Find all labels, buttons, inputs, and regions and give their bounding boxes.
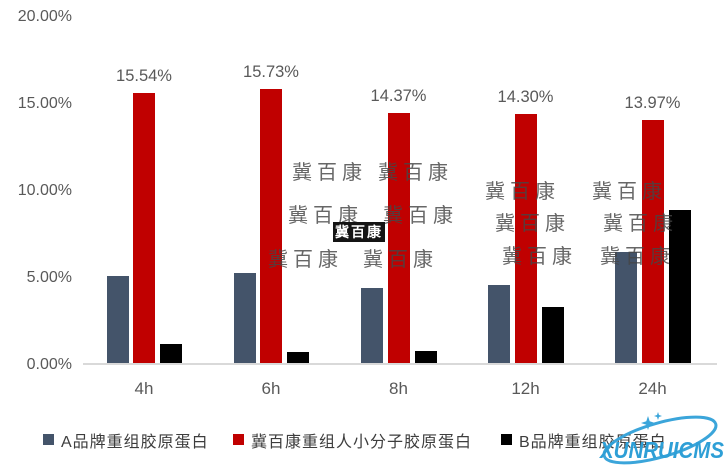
data-label-6h: 15.73% <box>243 63 299 82</box>
bar-jibaikang-6h <box>260 89 282 363</box>
x-axis-tick-label: 4h <box>134 379 154 398</box>
logo-text: XUNRUICMS <box>598 437 724 463</box>
brand-watermark-text: 冀百康 <box>378 162 453 184</box>
bar-b-brand-6h <box>287 351 309 363</box>
brand-watermark-text: 冀百康 <box>502 246 577 268</box>
bar-a-brand-24h <box>615 251 637 363</box>
brand-watermark-text: 冀百康 <box>383 205 458 227</box>
bar-jibaikang-12h <box>514 114 537 363</box>
bar-b-brand-4h <box>160 343 182 363</box>
data-label-4h: 15.54% <box>116 66 172 85</box>
legend-label: A品牌重组胶原蛋白 <box>61 434 209 451</box>
x-axis-tick-label: 6h <box>261 379 281 398</box>
brand-watermark-text: 冀百康 <box>495 213 570 235</box>
legend-marker-a-brand <box>43 433 54 445</box>
sparkle-icon <box>641 416 655 430</box>
y-axis-tick-label: 10.00% <box>17 182 72 199</box>
brand-watermark-text: 冀百康 <box>600 246 675 268</box>
data-label-8h: 14.37% <box>370 86 427 105</box>
bar-b-brand-12h <box>541 307 564 363</box>
brand-watermark-text: 冀百康 <box>485 181 560 203</box>
bar-b-brand-24h <box>668 209 691 363</box>
x-axis-line <box>83 363 717 365</box>
bar-jibaikang-4h <box>133 92 155 363</box>
bar-a-brand-12h <box>488 284 510 363</box>
bar-a-brand-8h <box>361 288 383 363</box>
legend-marker-jibaikang <box>233 433 244 445</box>
brand-watermark-text: 冀百康 <box>363 249 438 271</box>
bar-a-brand-6h <box>233 272 256 363</box>
brand-watermark-text: 冀百康 <box>292 162 367 184</box>
x-axis-tick-label: 12h <box>511 379 540 398</box>
x-axis-tick-label: 8h <box>389 379 408 398</box>
brand-watermark-text: 冀百康 <box>603 213 678 235</box>
bar-jibaikang-8h <box>387 112 410 363</box>
y-axis-tick-label: 20.00% <box>17 8 72 25</box>
brand-watermark-text: 冀百康 <box>268 249 343 271</box>
legend-marker-b-brand <box>501 433 512 445</box>
bar-jibaikang-24h <box>641 119 664 363</box>
data-label-12h: 14.30% <box>497 88 554 107</box>
xunruicms-watermark-logo: XUNRUICMS <box>598 412 725 465</box>
legend-label: 冀百康重组人小分子胶原蛋白 <box>251 434 473 451</box>
bar-b-brand-8h <box>414 350 437 363</box>
legend-item-jibaikang: 冀百康重组人小分子胶原蛋白 <box>233 428 472 451</box>
sparkle-icon-small <box>654 412 662 420</box>
watermark-badge: 冀百康 <box>333 222 385 242</box>
y-axis-tick-label: 15.00% <box>17 95 72 112</box>
data-label-24h: 13.97% <box>624 93 681 112</box>
logo-orbit-swoosh <box>602 415 718 465</box>
legend-item-a-brand: A品牌重组胶原蛋白 <box>43 428 209 451</box>
legend-item-b-brand: B品牌重组胶原蛋白 <box>501 428 667 451</box>
brand-watermark-text: 冀百康 <box>288 205 363 227</box>
x-axis-tick-label: 24h <box>638 379 667 398</box>
y-axis-tick-label: 0.00% <box>26 356 72 373</box>
bar-a-brand-4h <box>106 276 129 363</box>
brand-watermark-text: 冀百康 <box>592 181 667 203</box>
y-axis-tick-label: 5.00% <box>26 269 72 286</box>
legend-label: B品牌重组胶原蛋白 <box>519 434 667 451</box>
